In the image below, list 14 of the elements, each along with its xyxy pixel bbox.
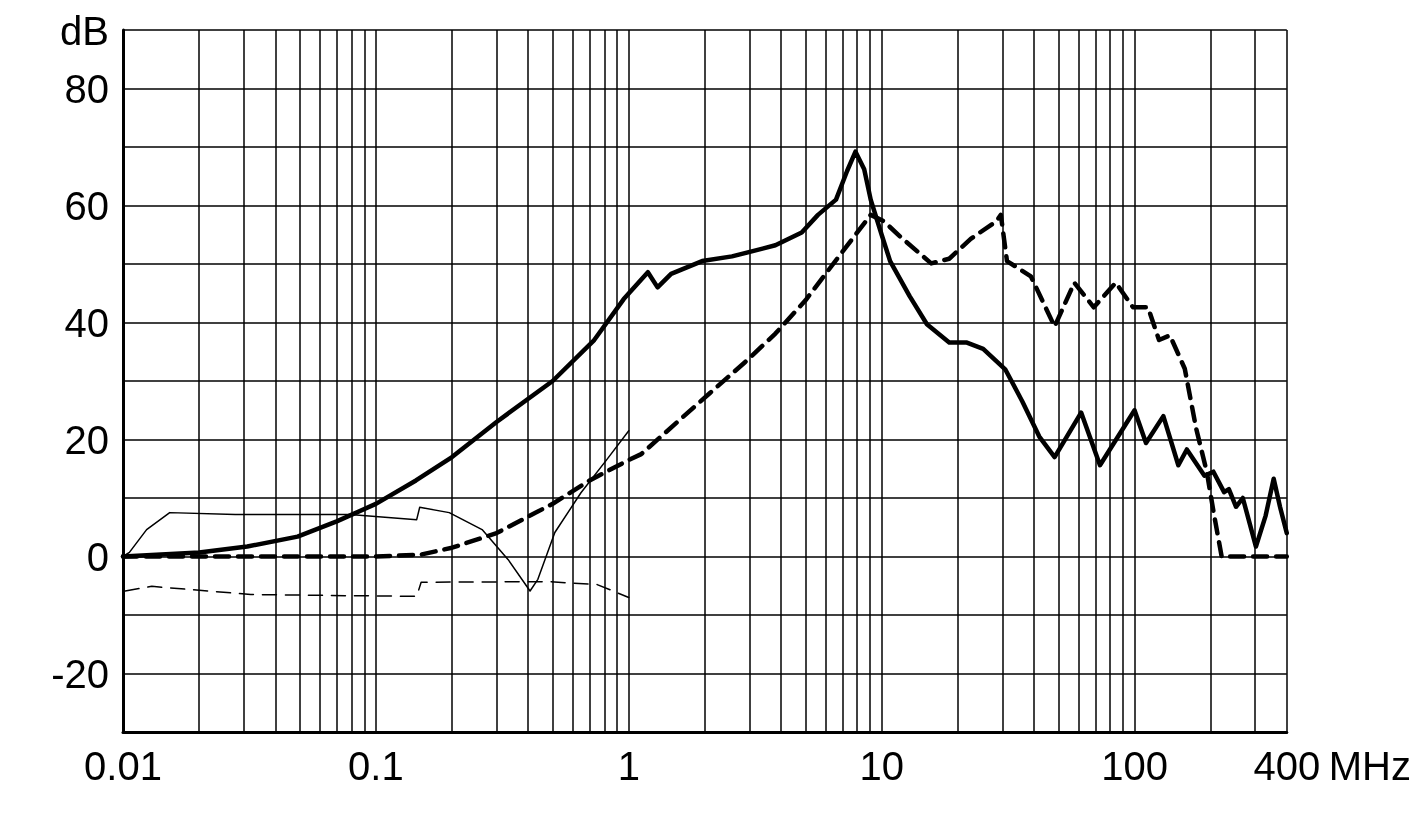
x-tick-label: 10 — [859, 744, 904, 788]
x-tick-label: 100 — [1101, 744, 1168, 788]
y-axis-title: dB — [60, 9, 109, 53]
x-tick-label: 0.01 — [84, 744, 162, 788]
x-tick-label: 0.1 — [348, 744, 404, 788]
y-tick-label: -20 — [51, 651, 109, 696]
y-tick-label: 0 — [86, 534, 109, 579]
y-tick-label: 20 — [64, 417, 109, 462]
x-tick-label: 400 — [1253, 744, 1321, 788]
x-tick-label: 1 — [617, 744, 640, 788]
y-tick-label: 40 — [64, 300, 109, 345]
x-axis-title: MHz — [1328, 744, 1412, 788]
y-tick-label: 60 — [64, 183, 109, 228]
y-tick-label: 80 — [64, 66, 109, 111]
